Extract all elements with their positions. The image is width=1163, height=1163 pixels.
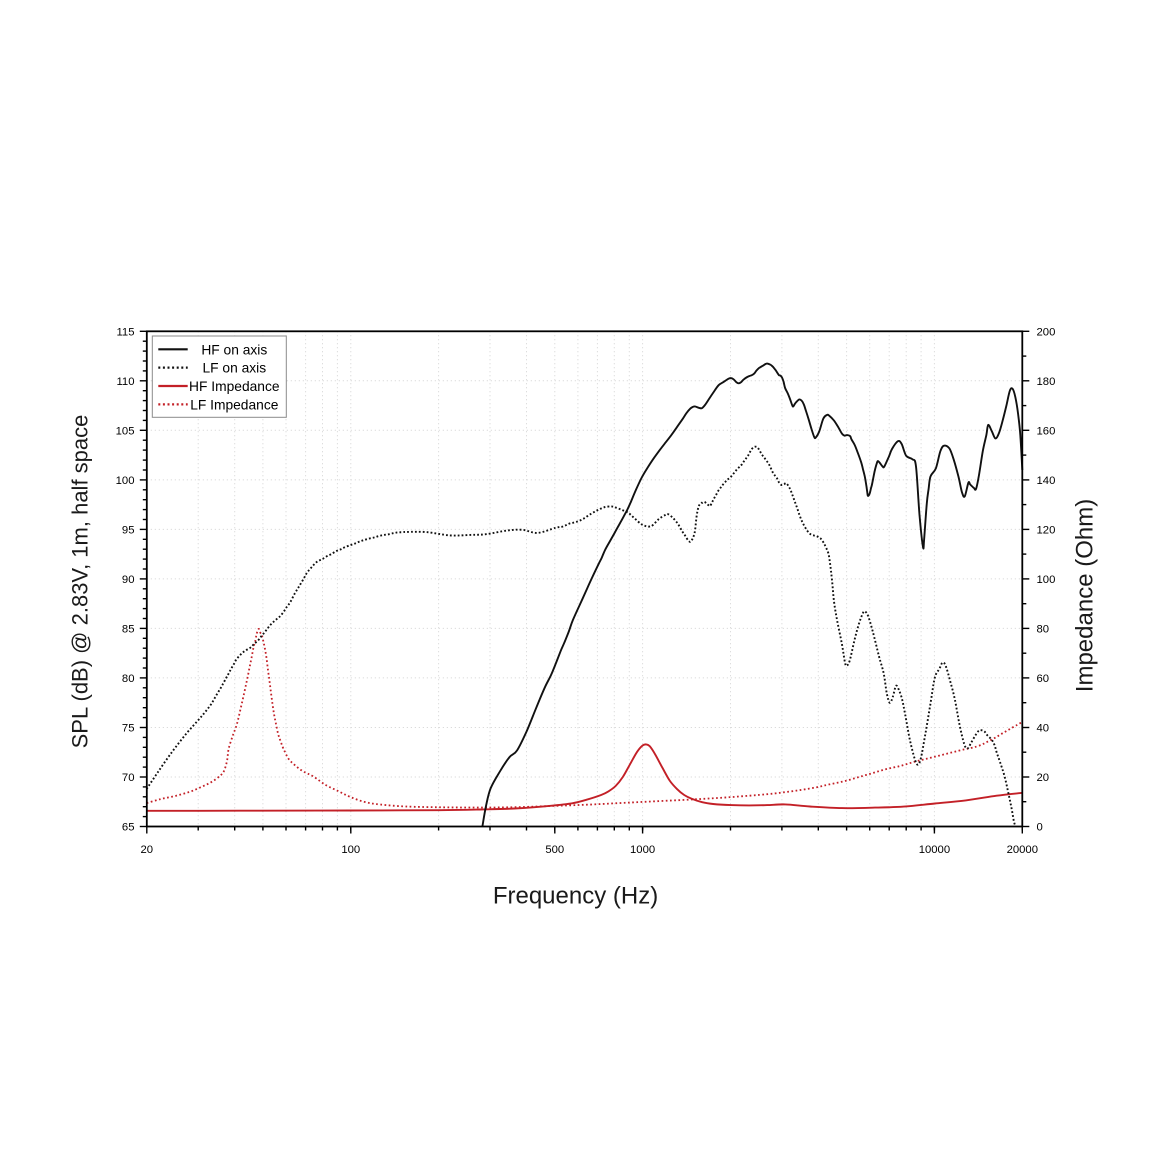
svg-text:500: 500 [545, 844, 564, 856]
svg-text:60: 60 [1037, 673, 1050, 685]
svg-text:140: 140 [1037, 475, 1056, 487]
svg-text:80: 80 [1037, 623, 1050, 635]
svg-text:115: 115 [116, 326, 134, 338]
svg-text:10000: 10000 [919, 844, 950, 856]
svg-text:HF Impedance: HF Impedance [189, 379, 280, 394]
svg-text:105: 105 [116, 425, 135, 437]
svg-text:75: 75 [122, 723, 135, 735]
svg-text:80: 80 [122, 673, 135, 685]
svg-text:100: 100 [1037, 574, 1056, 586]
svg-text:LF Impedance: LF Impedance [190, 397, 279, 412]
svg-text:65: 65 [122, 822, 135, 834]
svg-text:HF on axis: HF on axis [201, 342, 267, 357]
svg-text:100: 100 [341, 844, 360, 856]
svg-text:95: 95 [122, 524, 135, 536]
svg-text:85: 85 [122, 623, 135, 635]
svg-text:200: 200 [1037, 326, 1056, 338]
svg-text:100: 100 [116, 475, 135, 487]
svg-text:90: 90 [122, 574, 135, 586]
svg-text:0: 0 [1037, 822, 1043, 834]
svg-text:1000: 1000 [630, 844, 655, 856]
svg-text:160: 160 [1037, 425, 1056, 437]
svg-text:110: 110 [116, 376, 134, 388]
svg-text:180: 180 [1037, 376, 1056, 388]
svg-text:70: 70 [122, 772, 135, 784]
svg-text:Impedance (Ohm): Impedance (Ohm) [1072, 499, 1099, 692]
svg-text:20000: 20000 [1007, 844, 1038, 856]
svg-text:20: 20 [1037, 772, 1050, 784]
svg-text:LF on axis: LF on axis [202, 361, 266, 376]
svg-text:SPL (dB) @ 2.83V, 1m, half spa: SPL (dB) @ 2.83V, 1m, half space [68, 415, 93, 749]
svg-text:40: 40 [1037, 723, 1050, 735]
svg-text:Frequency (Hz): Frequency (Hz) [493, 883, 658, 910]
svg-text:120: 120 [1037, 524, 1056, 536]
svg-text:20: 20 [141, 844, 154, 856]
